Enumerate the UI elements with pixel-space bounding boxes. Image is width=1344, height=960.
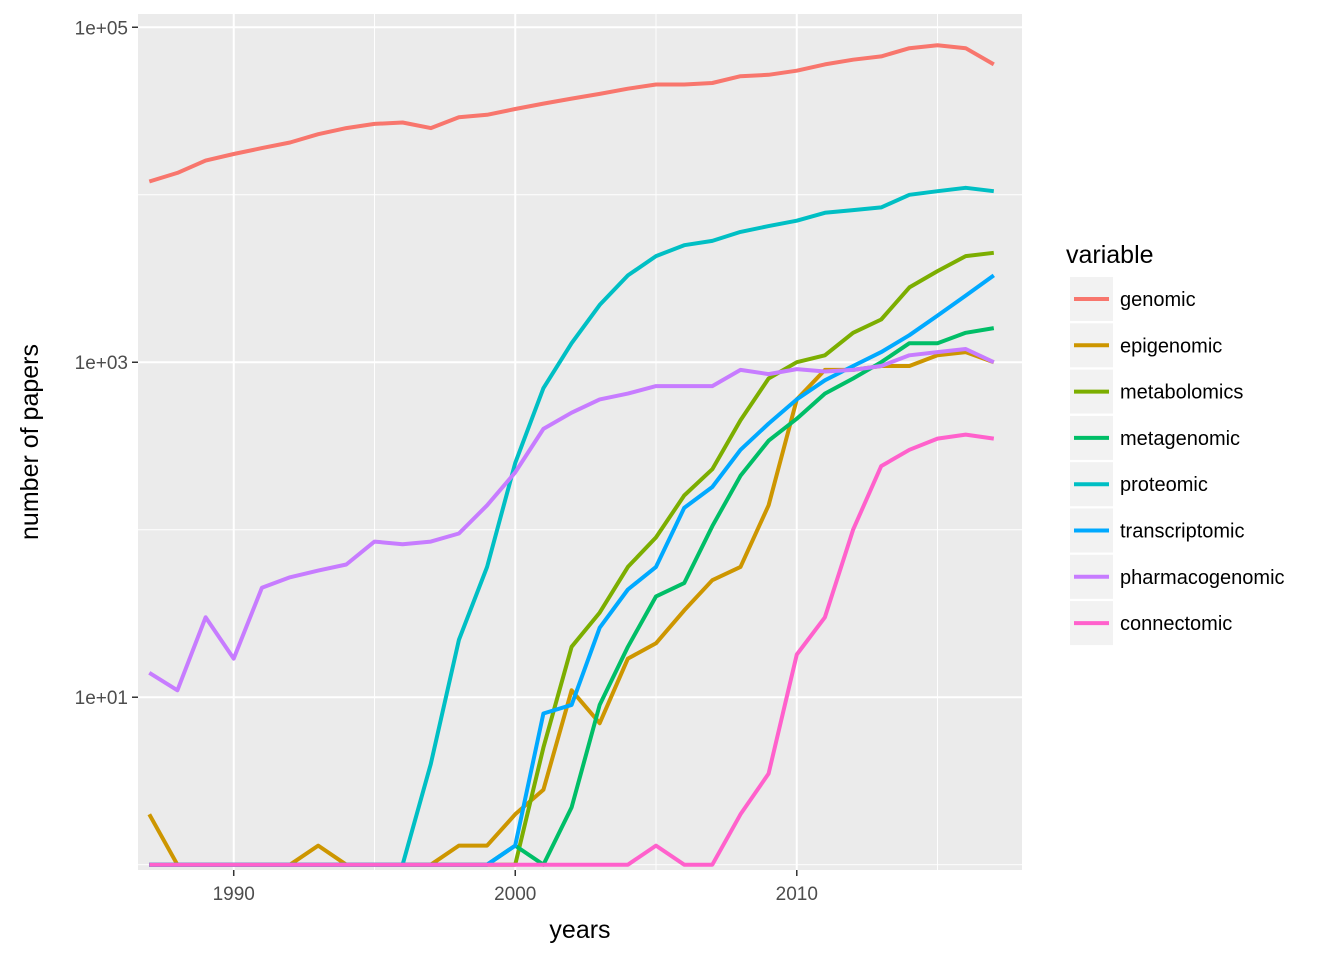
series-line-genomic — [148, 43, 995, 184]
x-tick-label: 1990 — [213, 884, 255, 905]
plot-panel — [138, 14, 1022, 870]
y-tick-label: 1e+01 — [75, 688, 128, 709]
panel-background — [138, 14, 1022, 870]
x-tick-label: 2000 — [494, 884, 536, 905]
series-line-pharmacogenomic — [148, 347, 995, 693]
grid-lines — [138, 14, 1022, 870]
legend-label-genomic: genomic — [1120, 289, 1196, 311]
x-axis-title: years — [549, 916, 610, 944]
series-lines — [147, 43, 995, 867]
x-tick-label: 2010 — [776, 884, 818, 905]
axes: 1990 2000 2010 1e+01 1e+03 1e+05 — [75, 18, 818, 905]
legend-label-connectomic: connectomic — [1120, 613, 1232, 635]
legend-label-epigenomic: epigenomic — [1120, 335, 1222, 357]
y-tick-label: 1e+05 — [75, 18, 128, 39]
legend-label-metabolomics: metabolomics — [1120, 382, 1243, 404]
legend: variable genomic epigenomic metabolomics me… — [1066, 241, 1285, 646]
legend-label-pharmacogenomic: pharmacogenomic — [1120, 567, 1285, 589]
series-line-connectomic — [149, 432, 995, 867]
legend-title: variable — [1066, 241, 1154, 269]
y-tick-label: 1e+03 — [75, 353, 128, 374]
legend-label-proteomic: proteomic — [1120, 474, 1208, 496]
y-axis-title: number of papers — [16, 344, 44, 540]
legend-label-metagenomic: metagenomic — [1120, 428, 1240, 450]
legend-label-transcriptomic: transcriptomic — [1120, 521, 1244, 543]
